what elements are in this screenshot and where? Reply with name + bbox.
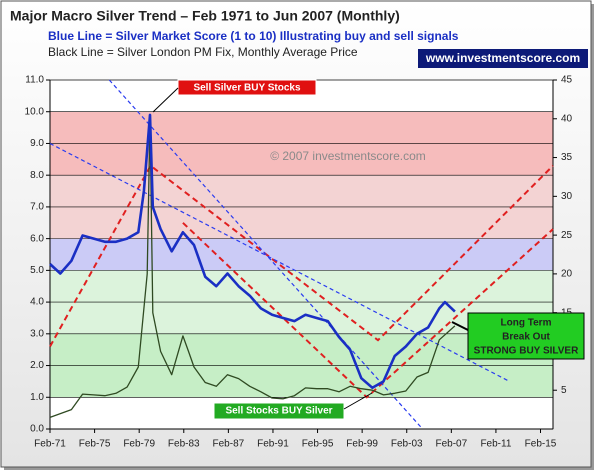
watermark: © 2007 investmentscore.com [270, 149, 426, 163]
annotation-box [177, 79, 317, 96]
annotation: Sell Silver BUY Stocks [193, 83, 301, 94]
x-tick-label: Feb-07 [435, 439, 467, 450]
y-tick-label: 2.0 [30, 360, 44, 371]
chart-title: Major Macro Silver Trend – Feb 1971 to J… [10, 8, 400, 24]
y-tick-label: 1.0 [30, 392, 44, 403]
annotation: Break Out [502, 332, 550, 343]
subtitle: Black Line = Silver London PM Fix, Month… [48, 45, 358, 59]
series-line [49, 118, 456, 419]
band [50, 238, 553, 271]
x-tick-label: Feb-75 [79, 439, 111, 450]
x-tick-label: Feb-03 [391, 439, 423, 450]
annotation-box [213, 402, 345, 420]
arrow [152, 87, 179, 113]
badge-box [418, 49, 588, 68]
y-tick-label: 11.0 [25, 75, 44, 86]
annotation: STRONG BUY SILVER [474, 346, 579, 357]
arrow [451, 321, 469, 331]
x-tick-label: Feb-95 [302, 439, 334, 450]
y2-tick-label: 40 [561, 113, 573, 124]
y-tick-label: 8.0 [30, 170, 44, 181]
x-tick-label: Feb-99 [346, 439, 378, 450]
y-tick-label: 9.0 [30, 138, 44, 149]
y-tick-label: 0.0 [30, 424, 44, 435]
plot [49, 79, 554, 430]
x-tick-label: Feb-11 [480, 439, 511, 450]
annotation: Sell Stocks BUY Silver [225, 406, 332, 417]
arrow [343, 392, 373, 410]
x-tick-label: Feb-87 [213, 439, 245, 450]
annotation-box [467, 312, 585, 360]
y-tick-label: 5.0 [30, 265, 44, 276]
y2-tick-label: 30 [561, 191, 573, 202]
x-tick-label: Feb-83 [168, 439, 200, 450]
x-tick-label: Feb-71 [34, 439, 66, 450]
x-tick-label: Feb-15 [525, 439, 557, 450]
y-tick-label: 4.0 [30, 297, 44, 308]
y2-tick-label: 35 [561, 152, 573, 163]
x-tick-label: Feb-91 [257, 439, 289, 450]
trend-line [49, 142, 510, 382]
y-tick-label: 6.0 [30, 233, 44, 244]
trend-line [108, 79, 424, 430]
annotation: Long Term [501, 318, 552, 329]
y-tick-label: 3.0 [30, 328, 44, 339]
x-tick-label: Feb-79 [123, 439, 155, 450]
y2-tick-label: 45 [561, 75, 573, 86]
series-line [49, 113, 456, 390]
badge: www.investmentscore.com [425, 51, 580, 65]
trend-line [182, 222, 554, 399]
y-tick-label: 10.0 [25, 106, 45, 117]
subtitle: Blue Line = Silver Market Score (1 to 10… [48, 29, 459, 43]
y2-tick-label: 20 [561, 269, 573, 280]
y2-tick-label: 5 [561, 385, 567, 396]
y2-tick-label: 25 [561, 230, 573, 241]
y-tick-label: 7.0 [30, 202, 44, 213]
